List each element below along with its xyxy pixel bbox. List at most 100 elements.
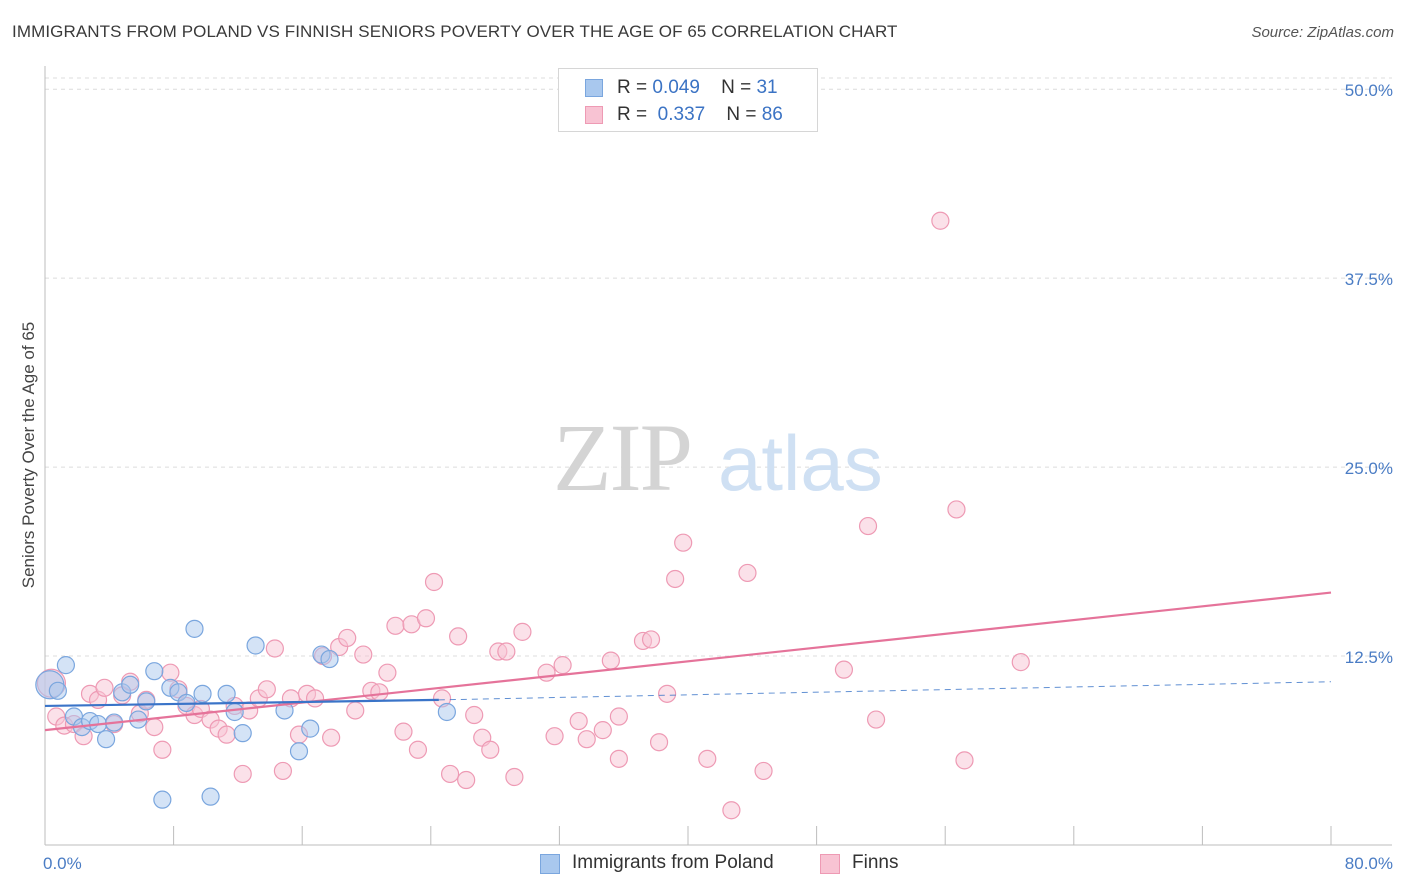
finns-point [601,651,620,670]
finns-point [666,569,685,589]
finns-point [1011,653,1030,672]
finns-point [217,725,236,744]
poland-point [185,619,204,638]
finns-point [408,740,428,759]
finns-point [386,616,405,635]
poland-point [437,702,456,722]
stats-legend: R = 0.049 N = 31 R = 0.337 N = 86 [558,68,818,132]
finns-point [338,628,357,648]
finns-point [698,749,717,768]
poland-point [121,675,140,694]
series-finns [36,211,1030,820]
poland-point [320,649,339,669]
poland-point [137,692,156,711]
finns-point [593,721,612,740]
finns-point [947,500,966,519]
finns-point [754,761,773,781]
legend-label-finns: Finns [852,852,899,873]
poland-point [225,702,244,722]
finns-point [346,701,365,720]
watermark: ZIP atlas [553,404,883,511]
finns-trend-line [44,591,1332,732]
finns-point [378,663,397,682]
finns-point [424,572,444,592]
finns-point [322,728,341,747]
finns-point [577,730,596,749]
finns-point [95,678,114,697]
finns-point [257,680,276,699]
legend-r-label: R = [617,104,648,125]
poland-point [193,684,212,703]
finns-point [609,707,628,726]
finns-point [273,761,293,781]
finns-point [866,710,886,729]
axes [44,66,1392,846]
legend-r-value: 0.049 [652,77,700,98]
poland-point [233,724,252,743]
legend-n-label: N = [721,77,752,98]
finns-point [145,717,164,737]
finns-point [537,663,556,682]
legend-r-value: 0.337 [657,104,706,125]
watermark-atlas: atlas [718,419,883,507]
finns-point [465,705,484,725]
legend-swatch-finns [585,106,603,124]
chart-title: IMMIGRANTS FROM POLAND VS FINNISH SENIOR… [12,22,898,41]
trend-lines [44,591,1332,732]
finns-point [481,740,500,759]
finns-point [569,711,588,731]
finns-point [153,740,172,759]
finns-point [649,733,669,752]
finns-point [457,770,476,790]
finns-point [858,516,878,536]
y-tick-label: 50.0% [1345,81,1393,100]
finns-point [440,764,460,784]
finns-point [354,645,373,664]
y-axis-label: Seniors Poverty Over the Age of 65 [19,322,38,588]
poland-trend-line [44,698,439,708]
poland-point [153,790,172,809]
finns-point [497,642,516,661]
legend-n-label: N = [726,104,757,125]
legend-r-label: R = [617,77,648,98]
finns-point [834,660,854,679]
poland-point [289,742,309,761]
finns-point [449,627,468,646]
poland-point [201,787,220,806]
poland-point [246,636,265,655]
poland-point [96,730,116,749]
source-label: Source: ZipAtlas.com [1251,24,1394,41]
legend-swatch-finns [820,854,840,874]
finns-point [233,764,252,784]
legend-swatch-poland [540,854,560,874]
finns-point [722,801,741,820]
poland-point [217,684,236,703]
legend-label-poland: Immigrants from Poland [572,852,774,873]
finns-point [641,630,661,649]
poland-point [48,681,67,700]
x-tick-label: 0.0% [43,854,82,873]
finns-point [513,622,532,641]
series-immigrants-from-poland [35,619,456,809]
poland-trend-extension [438,681,1332,701]
finns-point [658,684,677,703]
y-tick-label: 37.5% [1345,270,1393,289]
finns-point [416,609,436,628]
y-tick-label: 25.0% [1345,459,1393,478]
legend-swatch-poland [585,79,603,97]
watermark-zip: ZIP [553,404,691,511]
finns-point [545,727,564,746]
finns-point [609,749,628,768]
legend-n-value: 31 [756,77,778,98]
finns-point [505,767,524,787]
tick-labels: 12.5% 25.0% 37.5% 50.0% 0.0% 80.0% [43,81,1393,873]
finns-point [738,563,757,583]
grid-lines [45,77,1392,657]
finns-point [161,663,180,682]
legend-n-value: 86 [761,104,783,125]
finns-point [265,639,284,658]
y-tick-label: 12.5% [1345,648,1393,667]
poland-point [301,719,320,738]
poland-point [56,656,75,675]
